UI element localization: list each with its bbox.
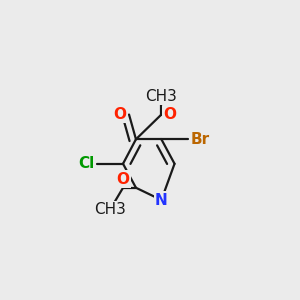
Text: CH3: CH3 [94, 202, 126, 217]
Text: N: N [155, 193, 168, 208]
Text: CH3: CH3 [146, 88, 177, 104]
Text: Br: Br [191, 132, 210, 147]
Text: Cl: Cl [78, 156, 94, 171]
Text: O: O [164, 107, 177, 122]
Text: O: O [114, 107, 127, 122]
Text: O: O [116, 172, 130, 187]
